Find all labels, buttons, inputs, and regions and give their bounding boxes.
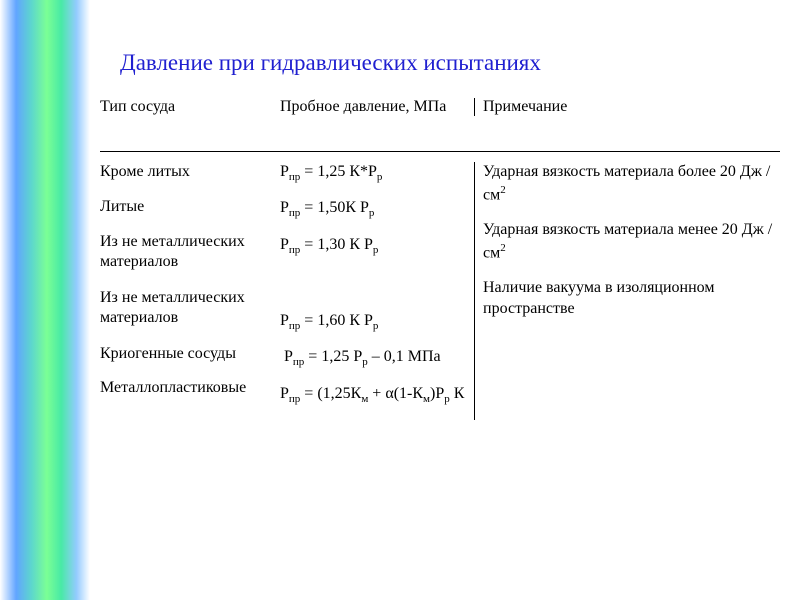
header-vessel-type: Тип сосуда [100,98,280,116]
cell-vessel-type: Из не металлических материалов [100,288,280,330]
cell-vessel-type: Металлопластиковые [100,378,280,399]
table-header: Тип сосуда Пробное давление, МПа Примеча… [100,98,780,152]
pressure-table: Тип сосуда Пробное давление, МПа Примеча… [100,98,780,420]
slide-content: Давление при гидравлических испытаниях Т… [100,50,780,420]
cell-vessel-type: Из не металлических материалов [100,232,280,274]
cell-vessel-type: Литые [100,197,280,218]
cell-note: Ударная вязкость материала менее 20 Дж /… [483,220,780,264]
cell-formula: Рпр = 1,50К Рр [280,198,474,220]
cell-formula: Рпр = (1,25Км + α(1-Км)Рр К [280,384,474,406]
table-body: Кроме литых Литые Из не металлических ма… [100,152,780,420]
cell-vessel-type: Криогенные сосуды [100,344,280,365]
column-vessel-type: Кроме литых Литые Из не металлических ма… [100,162,280,420]
header-test-pressure: Пробное давление, МПа [280,98,475,116]
cell-formula: Рпр = 1,30 К Рр [280,235,474,277]
header-note: Примечание [475,98,780,116]
decorative-gradient [0,0,90,600]
column-note: Ударная вязкость материала более 20 Дж /… [475,162,780,420]
cell-formula: Рпр = 1,60 К Рр [280,291,474,333]
cell-vessel-type: Кроме литых [100,162,280,183]
column-formula: Рпр = 1,25 К*Рр Рпр = 1,50К Рр Рпр = 1,3… [280,162,475,420]
cell-formula: Рпр = 1,25 Рр – 0,1 МПа [280,347,474,369]
cell-formula: Рпр = 1,25 К*Рр [280,162,474,184]
slide-title: Давление при гидравлических испытаниях [100,50,780,76]
cell-note: Ударная вязкость материала более 20 Дж /… [483,162,780,206]
cell-note: Наличие вакуума в изоляционном пространс… [483,278,780,320]
